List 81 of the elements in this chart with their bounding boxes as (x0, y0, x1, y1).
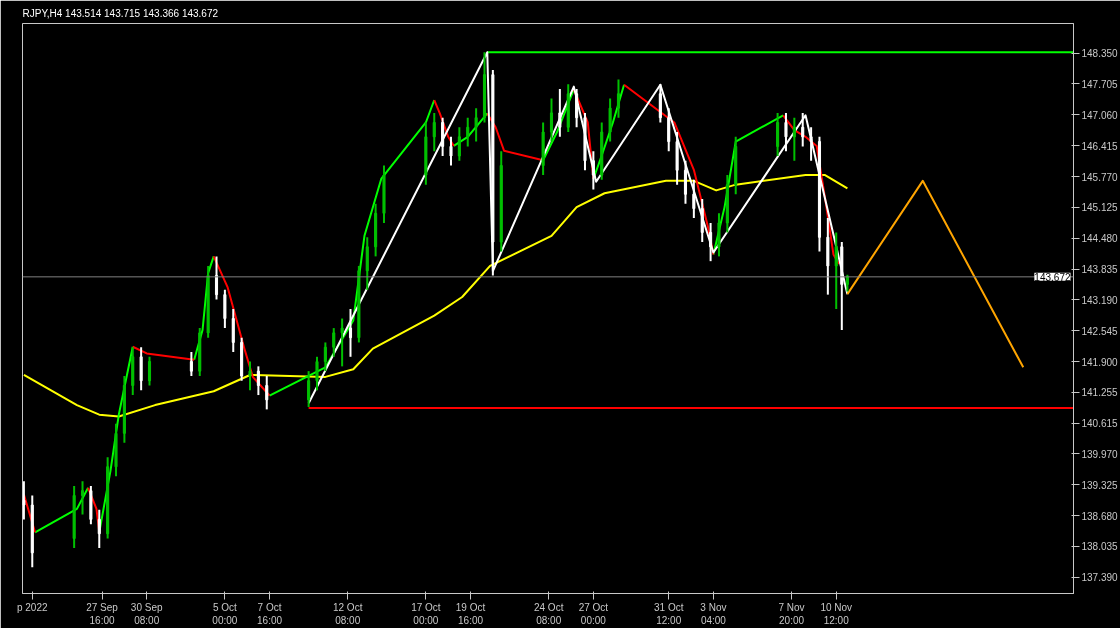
candlestick (792, 116, 796, 162)
candlestick (616, 78, 621, 119)
candlestick (332, 327, 336, 358)
x-tick-label: p 2022 (16, 601, 48, 613)
y-tick-label: 137.390 (1081, 572, 1119, 584)
candlestick (365, 236, 369, 291)
candlestick (80, 480, 85, 516)
candlestick (139, 346, 143, 392)
x-tick-label: 19 Oct 16:00 (455, 601, 486, 626)
x-tick-label: 24 Oct 08:00 (533, 601, 564, 626)
x-tick-label: 27 Sep 16:00 (86, 601, 119, 626)
candlestick (700, 197, 704, 244)
y-tick-label: 146.415 (1081, 140, 1119, 152)
candlestick (231, 307, 235, 354)
candlestick (441, 116, 445, 157)
x-tick-label: 3 Nov 04:00 (700, 601, 727, 626)
line-series (307, 51, 849, 405)
candlestick (575, 88, 579, 129)
x-tick-label: 30 Sep 08:00 (130, 601, 164, 626)
candlestick (840, 241, 844, 332)
candlestick (658, 83, 662, 124)
x-tick-label: 10 Nov 12:00 (820, 601, 853, 626)
candlestick (348, 307, 353, 358)
candlestick (307, 370, 311, 409)
candlestick (223, 288, 227, 330)
y-tick-label: 139.970 (1081, 448, 1119, 460)
candlestick (683, 159, 688, 205)
y-tick-label: 138.035 (1081, 541, 1119, 553)
candlestick (466, 116, 470, 148)
candlestick (315, 355, 319, 392)
x-tick-label: 31 Oct 12:00 (654, 601, 684, 626)
candlestick (147, 355, 152, 387)
y-tick-label: 142.545 (1081, 325, 1119, 337)
candlestick (340, 317, 344, 368)
candlestick (809, 126, 813, 162)
candlestick (709, 221, 713, 263)
line-series (22, 174, 849, 418)
candlestick (608, 97, 612, 143)
candlestick (474, 107, 478, 143)
y-tick-label: 147.705 (1081, 78, 1119, 90)
y-tick-label: 138.680 (1081, 510, 1119, 522)
chart-title: RJPY,H4 143.514 143.715 143.366 143.672 (22, 7, 219, 19)
candlestick (22, 480, 26, 521)
candlestick (692, 178, 696, 220)
candlestick (834, 231, 838, 310)
y-tick-label: 141.900 (1081, 356, 1119, 368)
y-tick-label: 148.350 (1081, 48, 1119, 60)
y-tick-label: 145.770 (1081, 171, 1119, 183)
candlestick (432, 111, 436, 153)
candlestick (97, 508, 101, 550)
candlestick (457, 126, 461, 162)
candlestick (323, 341, 327, 373)
y-tick-label: 140.615 (1081, 418, 1119, 430)
x-tick-label: 7 Nov 20:00 (778, 601, 805, 626)
y-tick-label: 143.190 (1081, 294, 1119, 306)
y-tick-label: 143.835 (1081, 264, 1119, 276)
y-tick-label: 147.060 (1081, 109, 1119, 121)
candlestick (667, 107, 671, 153)
y-tick-label: 139.325 (1081, 479, 1119, 491)
x-tick-label: 7 Oct 16:00 (257, 601, 283, 626)
ref-line-label: 143.672 (1034, 271, 1071, 283)
x-tick-label: 27 Oct 00:00 (578, 601, 609, 626)
candlestick (801, 111, 805, 148)
candlestick (549, 97, 554, 143)
x-tick-label: 5 Oct 00:00 (212, 601, 238, 626)
candlestick (189, 351, 193, 377)
y-tick-label: 145.125 (1081, 202, 1119, 214)
candlestick (265, 374, 269, 411)
candlestick (449, 135, 453, 167)
candlestick (214, 255, 219, 301)
candlestick (784, 111, 788, 153)
candlestick (248, 360, 252, 392)
candlestick (256, 365, 260, 397)
candlestick (591, 150, 595, 191)
y-tick-label: 141.255 (1081, 387, 1119, 399)
x-tick-label: 17 Oct 00:00 (411, 601, 441, 626)
x-tick-label: 12 Oct 08:00 (332, 601, 363, 626)
candlestick (717, 212, 721, 258)
candlestick (558, 88, 562, 138)
candlestick (776, 111, 780, 157)
y-tick-label: 144.480 (1081, 233, 1119, 245)
